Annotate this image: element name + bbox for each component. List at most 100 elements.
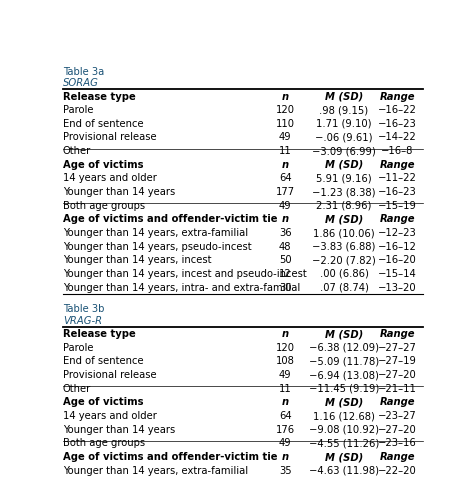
Text: 50: 50	[279, 255, 292, 265]
Text: 176: 176	[275, 425, 295, 435]
Text: 110: 110	[276, 119, 295, 129]
Text: −27–19: −27–19	[378, 356, 417, 366]
Text: Other: Other	[63, 384, 91, 394]
Text: Parole: Parole	[63, 343, 93, 353]
Text: Age of victims: Age of victims	[63, 398, 144, 408]
Text: −3.09 (6.99): −3.09 (6.99)	[312, 146, 376, 156]
Text: −23–27: −23–27	[378, 411, 417, 421]
Text: −16–23: −16–23	[378, 119, 417, 129]
Text: Age of victims and offender-victim tie: Age of victims and offender-victim tie	[63, 215, 277, 224]
Text: Range: Range	[380, 160, 415, 170]
Text: −23–16: −23–16	[378, 438, 417, 448]
Text: Younger than 14 years, incest and pseudo-incest: Younger than 14 years, incest and pseudo…	[63, 269, 307, 279]
Text: Parole: Parole	[63, 105, 93, 115]
Text: n: n	[282, 215, 289, 224]
Text: −3.83 (6.88): −3.83 (6.88)	[312, 241, 375, 251]
Text: 120: 120	[276, 343, 295, 353]
Text: Range: Range	[380, 329, 415, 339]
Text: −12–23: −12–23	[378, 228, 417, 238]
Text: −5.09 (11.78): −5.09 (11.78)	[309, 356, 379, 366]
Text: 1.71 (9.10): 1.71 (9.10)	[316, 119, 372, 129]
Text: Range: Range	[380, 452, 415, 462]
Text: −6.94 (13.08): −6.94 (13.08)	[309, 370, 379, 380]
Text: n: n	[282, 398, 289, 408]
Text: Younger than 14 years, pseudo-incest: Younger than 14 years, pseudo-incest	[63, 241, 252, 251]
Text: Younger than 14 years, intra- and extra-familial: Younger than 14 years, intra- and extra-…	[63, 283, 300, 293]
Text: −2.20 (7.82): −2.20 (7.82)	[312, 255, 376, 265]
Text: Provisional release: Provisional release	[63, 133, 156, 142]
Text: −14–22: −14–22	[378, 133, 417, 142]
Text: M (SD): M (SD)	[325, 398, 363, 408]
Text: Age of victims and offender-victim tie: Age of victims and offender-victim tie	[63, 452, 277, 462]
Text: −11.45 (9.19): −11.45 (9.19)	[309, 384, 379, 394]
Text: −16–20: −16–20	[378, 255, 417, 265]
Text: n: n	[282, 329, 289, 339]
Text: Age of victims: Age of victims	[63, 160, 144, 170]
Text: Provisional release: Provisional release	[63, 370, 156, 380]
Text: 49: 49	[279, 201, 292, 211]
Text: M (SD): M (SD)	[325, 160, 363, 170]
Text: 1.86 (10.06): 1.86 (10.06)	[313, 228, 375, 238]
Text: .98 (9.15): .98 (9.15)	[319, 105, 368, 115]
Text: Table 3a: Table 3a	[63, 67, 104, 77]
Text: 30: 30	[279, 283, 292, 293]
Text: 35: 35	[279, 466, 292, 476]
Text: −11–22: −11–22	[378, 173, 417, 183]
Text: 49: 49	[279, 133, 292, 142]
Text: 5.91 (9.16): 5.91 (9.16)	[316, 173, 372, 183]
Text: −27–20: −27–20	[378, 370, 417, 380]
Text: M (SD): M (SD)	[325, 329, 363, 339]
Text: Other: Other	[63, 146, 91, 156]
Text: 12: 12	[279, 269, 292, 279]
Text: −9.08 (10.92): −9.08 (10.92)	[309, 425, 379, 435]
Text: Younger than 14 years: Younger than 14 years	[63, 425, 175, 435]
Text: End of sentence: End of sentence	[63, 356, 144, 366]
Text: Range: Range	[380, 91, 415, 102]
Text: 108: 108	[276, 356, 295, 366]
Text: M (SD): M (SD)	[325, 452, 363, 462]
Text: −13–20: −13–20	[378, 283, 417, 293]
Text: Release type: Release type	[63, 329, 136, 339]
Text: n: n	[282, 160, 289, 170]
Text: −4.55 (11.26): −4.55 (11.26)	[309, 438, 379, 448]
Text: Release type: Release type	[63, 91, 136, 102]
Text: 64: 64	[279, 173, 292, 183]
Text: −6.38 (12.09): −6.38 (12.09)	[309, 343, 379, 353]
Text: 120: 120	[276, 105, 295, 115]
Text: Both age groups: Both age groups	[63, 201, 145, 211]
Text: −27–27: −27–27	[378, 343, 417, 353]
Text: −15–19: −15–19	[378, 201, 417, 211]
Text: Younger than 14 years, extra-familial: Younger than 14 years, extra-familial	[63, 466, 248, 476]
Text: Younger than 14 years, extra-familial: Younger than 14 years, extra-familial	[63, 228, 248, 238]
Text: −1.23 (8.38): −1.23 (8.38)	[312, 187, 376, 197]
Text: Younger than 14 years: Younger than 14 years	[63, 187, 175, 197]
Text: −16–23: −16–23	[378, 187, 417, 197]
Text: −16–22: −16–22	[378, 105, 417, 115]
Text: 49: 49	[279, 438, 292, 448]
Text: .00 (6.86): .00 (6.86)	[319, 269, 368, 279]
Text: n: n	[282, 452, 289, 462]
Text: 36: 36	[279, 228, 292, 238]
Text: Table 3b: Table 3b	[63, 304, 104, 314]
Text: 11: 11	[279, 384, 292, 394]
Text: −21–11: −21–11	[378, 384, 417, 394]
Text: 48: 48	[279, 241, 292, 251]
Text: .07 (8.74): .07 (8.74)	[319, 283, 368, 293]
Text: End of sentence: End of sentence	[63, 119, 144, 129]
Text: Younger than 14 years, incest: Younger than 14 years, incest	[63, 255, 211, 265]
Text: 14 years and older: 14 years and older	[63, 173, 157, 183]
Text: 14 years and older: 14 years and older	[63, 411, 157, 421]
Text: 64: 64	[279, 411, 292, 421]
Text: −.06 (9.61): −.06 (9.61)	[315, 133, 373, 142]
Text: −16–8: −16–8	[381, 146, 413, 156]
Text: 2.31 (8.96): 2.31 (8.96)	[316, 201, 372, 211]
Text: M (SD): M (SD)	[325, 215, 363, 224]
Text: 177: 177	[275, 187, 295, 197]
Text: 1.16 (12.68): 1.16 (12.68)	[313, 411, 375, 421]
Text: −16–12: −16–12	[378, 241, 417, 251]
Text: SORAG: SORAG	[63, 78, 99, 88]
Text: −22–20: −22–20	[378, 466, 417, 476]
Text: VRAG-R: VRAG-R	[63, 316, 102, 326]
Text: 49: 49	[279, 370, 292, 380]
Text: n: n	[282, 91, 289, 102]
